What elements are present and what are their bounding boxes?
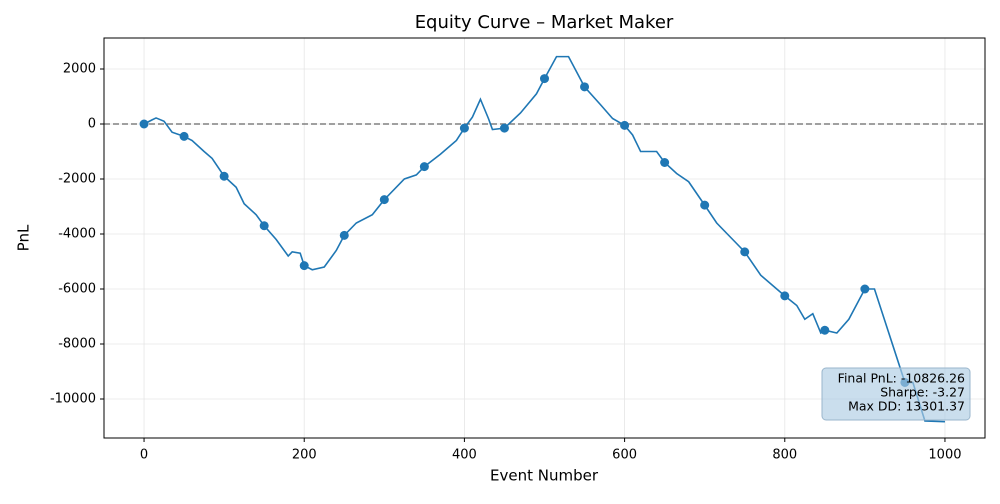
marker (620, 120, 630, 130)
marker (740, 247, 750, 257)
y-tick-label: -2000 (58, 171, 96, 186)
annotation: Max DD: 13301.37 (848, 399, 965, 414)
x-tick-label: 600 (612, 448, 637, 463)
x-tick-label: 200 (292, 448, 317, 463)
y-tick-label: -10000 (50, 392, 96, 407)
marker (219, 171, 229, 181)
marker (540, 74, 549, 84)
marker (459, 123, 469, 133)
marker (299, 261, 309, 271)
annotation: Sharpe: -3.27 (880, 385, 965, 400)
y-axis-label: PnL (15, 224, 33, 251)
y-tick-label: -6000 (58, 282, 96, 297)
annotation: Final PnL: -10826.26 (838, 371, 965, 386)
y-tick-label: 2000 (63, 61, 96, 76)
marker (259, 221, 269, 231)
x-tick-label: 400 (452, 448, 477, 463)
x-tick-label: 800 (772, 448, 797, 463)
y-tick-label: -8000 (58, 337, 96, 352)
x-tick-label: 0 (140, 448, 148, 463)
marker (660, 157, 670, 167)
marker (379, 195, 389, 205)
y-tick-label: 0 (88, 116, 96, 131)
marker (339, 230, 349, 240)
plot-frame (103, 37, 986, 439)
equity-line (143, 55, 945, 423)
marker (820, 325, 830, 335)
marker (419, 162, 429, 172)
marker (499, 123, 509, 133)
y-tick-label: -4000 (58, 226, 96, 241)
marker (860, 284, 870, 294)
x-axis-label: Event Number (490, 467, 599, 485)
marker (139, 119, 149, 129)
marker (700, 200, 710, 210)
marker (780, 291, 790, 301)
x-tick-label: 1000 (928, 448, 961, 463)
marker (580, 82, 590, 92)
marker (179, 131, 189, 141)
chart-title: Equity Curve – Market Maker (415, 12, 674, 33)
annotation-box (821, 367, 971, 421)
